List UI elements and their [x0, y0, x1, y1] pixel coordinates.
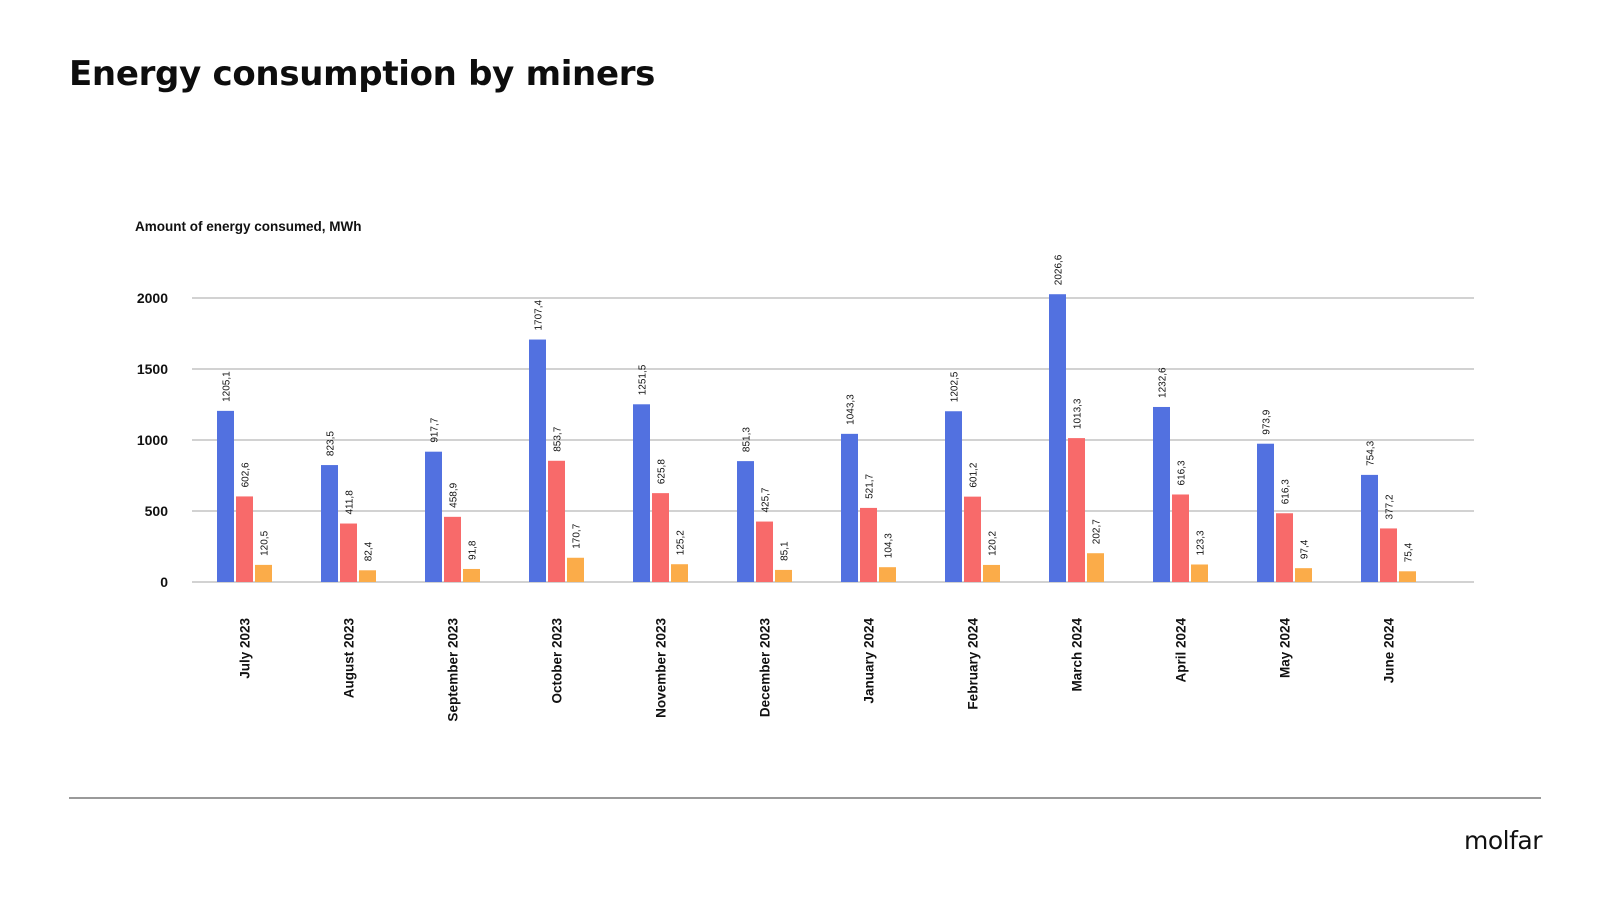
bar	[340, 523, 357, 582]
data-label: 1251,5	[638, 364, 649, 395]
bar	[217, 410, 234, 582]
data-label: 602,6	[241, 462, 252, 487]
bar	[321, 465, 338, 582]
data-label: 91,8	[468, 540, 479, 560]
x-tick-labels: July 2023 August 2023 September 2023 Octobe…	[238, 618, 1397, 722]
data-label: 377,2	[1385, 494, 1396, 519]
y-tick-label: 1500	[137, 361, 168, 377]
bar	[775, 569, 792, 582]
bar	[425, 451, 442, 582]
bar	[737, 461, 754, 582]
footer-divider	[69, 797, 1541, 799]
bar	[444, 516, 461, 582]
bar	[1191, 564, 1208, 582]
y-tick-label: 0	[160, 574, 168, 590]
data-label: 97,4	[1300, 539, 1311, 559]
bar	[756, 521, 773, 582]
data-label: 458,9	[449, 482, 460, 507]
data-label: 85,1	[780, 541, 791, 561]
bar	[1276, 513, 1293, 582]
data-label: 601,2	[969, 462, 980, 487]
data-label: 170,7	[572, 523, 583, 548]
data-label: 123,3	[1196, 530, 1207, 555]
x-tick-label: June 2024	[1382, 618, 1397, 684]
data-label: 973,9	[1262, 409, 1273, 434]
bar	[841, 433, 858, 582]
bar	[671, 564, 688, 582]
bar	[1399, 571, 1416, 582]
page-title: Energy consumption by miners	[69, 54, 656, 94]
bar	[1068, 438, 1085, 582]
bar	[463, 568, 480, 582]
x-tick-label: October 2023	[550, 618, 565, 704]
data-label: 125,2	[676, 530, 687, 555]
x-tick-label: September 2023	[446, 618, 461, 722]
bar-chart: Amount of energy consumed, MWh 0 500 1000 1…	[135, 219, 1474, 722]
y-tick-label: 2000	[137, 290, 168, 306]
y-tick-label: 500	[145, 503, 169, 519]
data-label: 853,7	[553, 426, 564, 451]
data-label: 411,8	[345, 490, 356, 515]
x-tick-label: November 2023	[654, 618, 669, 718]
bar	[964, 496, 981, 582]
data-label: 616,3	[1177, 460, 1188, 485]
bar	[1049, 294, 1066, 582]
data-label: 2026,6	[1054, 254, 1065, 285]
data-label: 1202,5	[950, 371, 961, 402]
bars	[217, 294, 1416, 582]
bar	[1153, 406, 1170, 582]
data-labels: 1205,1 602,6 120,5 823,5 411,8 82,4 917,7 458,9…	[222, 254, 1415, 562]
bar	[945, 411, 962, 582]
bar	[633, 404, 650, 582]
data-label: 1043,3	[846, 394, 857, 425]
x-tick-label: December 2023	[758, 618, 773, 718]
bar	[1087, 553, 1104, 582]
bar	[567, 557, 584, 582]
x-tick-label: August 2023	[342, 618, 357, 699]
data-label: 1013,3	[1073, 398, 1084, 429]
chart-svg: Amount of energy consumed, MWh 0 500 1000 1…	[135, 219, 1474, 722]
y-tick-label: 1000	[137, 432, 168, 448]
bar	[860, 507, 877, 582]
bar	[359, 570, 376, 582]
x-tick-label: January 2024	[862, 618, 877, 704]
data-label: 625,8	[657, 459, 668, 484]
bar	[548, 460, 565, 582]
x-tick-label: April 2024	[1174, 618, 1189, 683]
x-tick-label: May 2024	[1278, 618, 1293, 679]
bar	[879, 567, 896, 582]
x-tick-label: July 2023	[238, 618, 253, 679]
data-label: 120,2	[988, 530, 999, 555]
bar	[1295, 568, 1312, 582]
bar	[255, 564, 272, 582]
data-label: 120,5	[260, 530, 271, 555]
bar	[652, 493, 669, 582]
bar	[236, 496, 253, 582]
data-label: 82,4	[364, 541, 375, 561]
bar	[983, 564, 1000, 582]
data-label: 1205,1	[222, 371, 233, 402]
data-label: 754,3	[1366, 440, 1377, 465]
data-label: 104,3	[884, 533, 895, 558]
data-label: 425,7	[761, 487, 772, 512]
data-label: 1232,6	[1158, 367, 1169, 398]
data-label: 1707,4	[534, 300, 545, 331]
data-label: 917,7	[430, 417, 441, 442]
data-label: 616,3	[1281, 479, 1292, 504]
bar	[1172, 494, 1189, 582]
data-label: 75,4	[1404, 542, 1415, 562]
bar	[529, 339, 546, 582]
data-label: 851,3	[742, 427, 753, 452]
bar	[1361, 474, 1378, 582]
data-label: 202,7	[1092, 519, 1103, 544]
y-tick-labels: 0 500 1000 1500 2000	[137, 290, 168, 590]
y-axis-label: Amount of energy consumed, MWh	[135, 219, 362, 234]
bar	[1257, 443, 1274, 582]
data-label: 521,7	[865, 473, 876, 498]
molfar-logo: molfar	[1464, 826, 1543, 855]
x-tick-label: March 2024	[1070, 618, 1085, 692]
x-tick-label: February 2024	[966, 618, 981, 710]
data-label: 823,5	[326, 431, 337, 456]
bar	[1380, 528, 1397, 582]
